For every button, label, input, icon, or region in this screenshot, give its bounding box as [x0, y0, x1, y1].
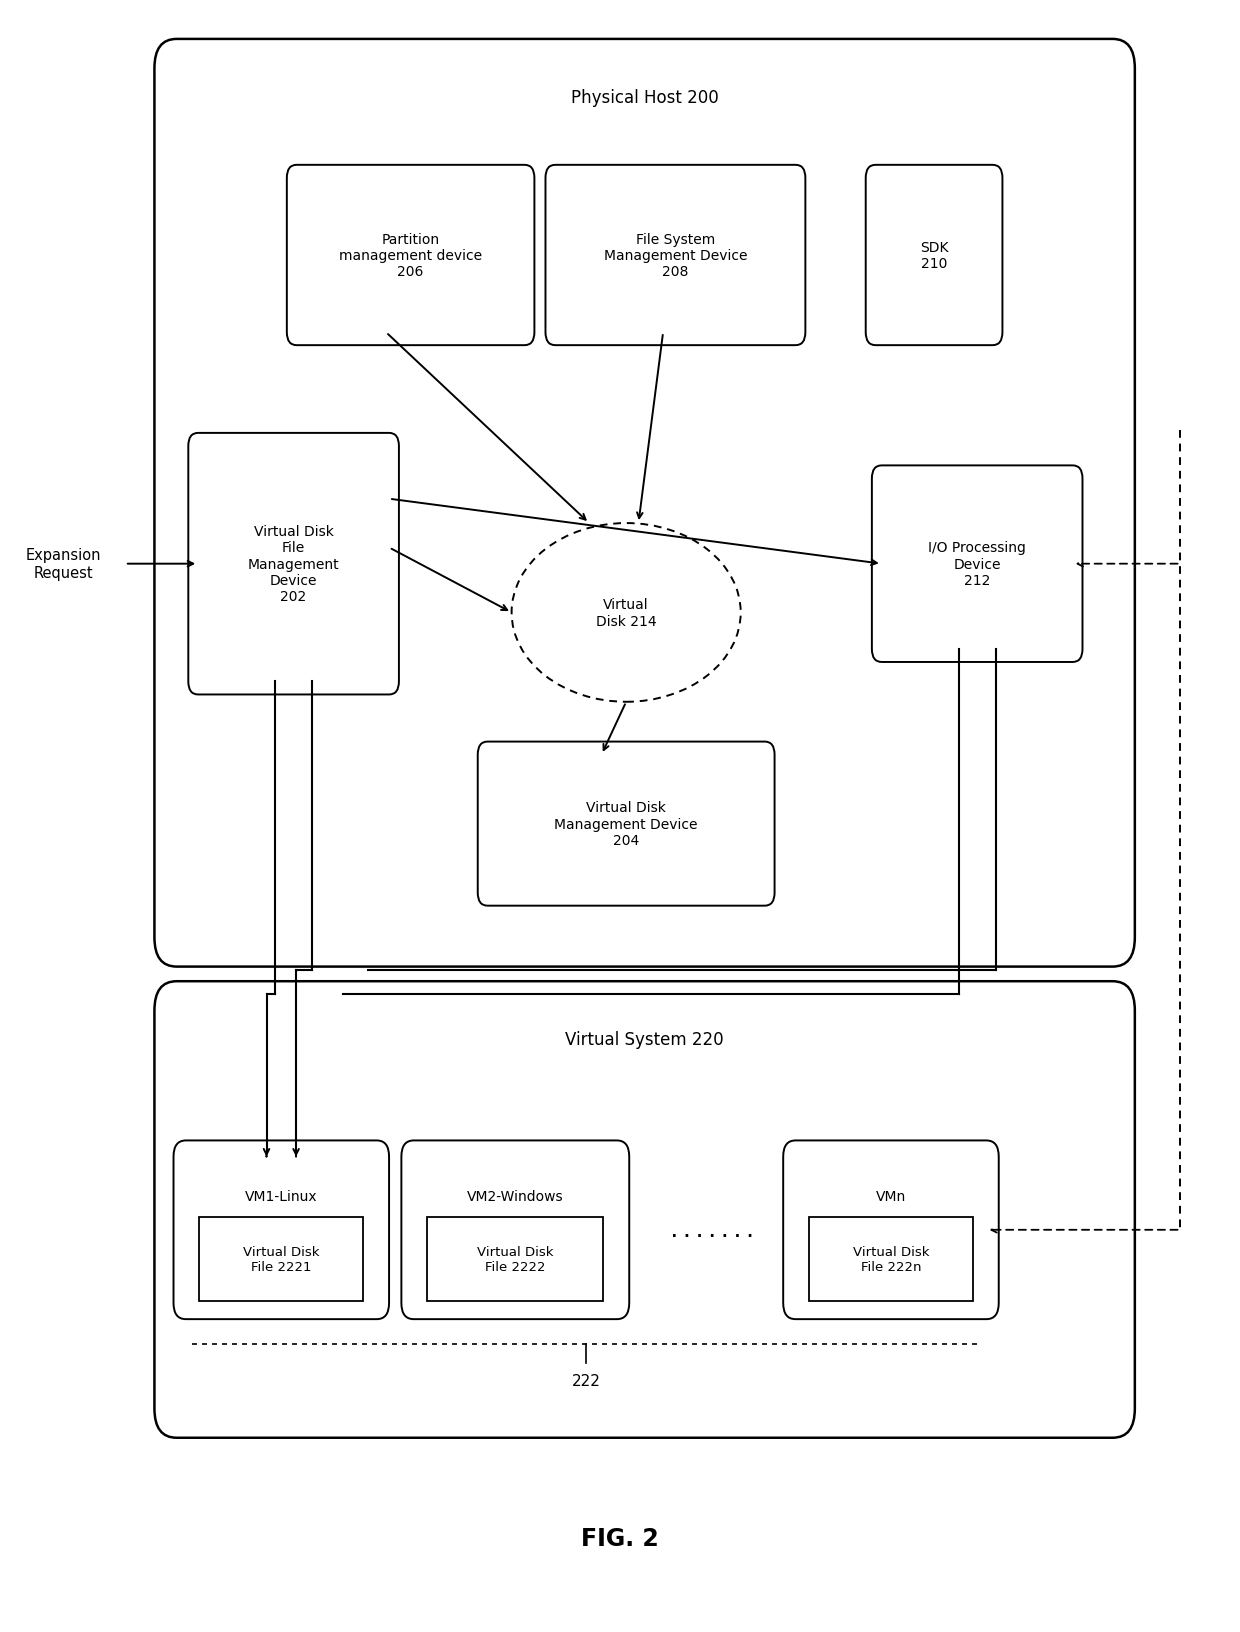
Text: VMn: VMn: [875, 1190, 906, 1203]
Text: 222: 222: [572, 1373, 600, 1387]
Text: Virtual Disk
File 2222: Virtual Disk File 2222: [477, 1245, 553, 1273]
Text: SDK
210: SDK 210: [920, 242, 949, 271]
FancyBboxPatch shape: [546, 166, 805, 346]
Text: VM1-Linux: VM1-Linux: [246, 1190, 317, 1203]
FancyBboxPatch shape: [866, 166, 1002, 346]
Text: Virtual Disk
File 222n: Virtual Disk File 222n: [853, 1245, 929, 1273]
Text: Expansion
Request: Expansion Request: [26, 548, 100, 581]
Text: I/O Processing
Device
212: I/O Processing Device 212: [929, 542, 1027, 588]
FancyBboxPatch shape: [872, 467, 1083, 663]
Bar: [808, 1217, 973, 1301]
FancyBboxPatch shape: [155, 39, 1135, 968]
Text: Virtual Disk
File 2221: Virtual Disk File 2221: [243, 1245, 320, 1273]
Text: VM2-Windows: VM2-Windows: [467, 1190, 564, 1203]
FancyBboxPatch shape: [477, 743, 775, 906]
Text: FIG. 2: FIG. 2: [582, 1526, 658, 1550]
FancyBboxPatch shape: [286, 166, 534, 346]
Text: File System
Management Device
208: File System Management Device 208: [604, 233, 748, 279]
Text: Virtual Disk
Management Device
204: Virtual Disk Management Device 204: [554, 801, 698, 847]
FancyBboxPatch shape: [784, 1141, 998, 1319]
Text: Partition
management device
206: Partition management device 206: [339, 233, 482, 279]
Text: .......: .......: [668, 1221, 756, 1240]
Text: Physical Host 200: Physical Host 200: [570, 88, 718, 106]
Text: Virtual
Disk 214: Virtual Disk 214: [596, 597, 656, 628]
FancyBboxPatch shape: [174, 1141, 389, 1319]
FancyBboxPatch shape: [402, 1141, 629, 1319]
Bar: [200, 1217, 363, 1301]
Text: Virtual Disk
File
Management
Device
202: Virtual Disk File Management Device 202: [248, 526, 340, 604]
FancyBboxPatch shape: [155, 981, 1135, 1438]
Bar: [428, 1217, 604, 1301]
FancyBboxPatch shape: [188, 434, 399, 695]
Ellipse shape: [512, 524, 740, 702]
Text: Virtual System 220: Virtual System 220: [565, 1030, 724, 1048]
